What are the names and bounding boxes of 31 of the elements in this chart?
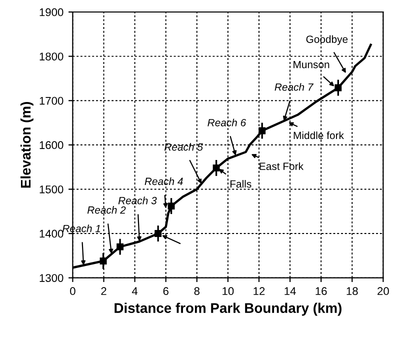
x-tick-label: 12 xyxy=(254,287,265,295)
y-tick-label: 1700 xyxy=(40,96,64,105)
x-tick-label: 2 xyxy=(101,287,106,295)
annotation: Falls xyxy=(230,180,252,188)
y-tick-label: 1800 xyxy=(40,52,64,60)
y-tick-label: 1400 xyxy=(40,230,64,238)
x-tick-label: 10 xyxy=(222,287,234,296)
x-tick-label: 14 xyxy=(284,287,296,295)
annotation: Reach 4 xyxy=(144,177,183,186)
x-tick-label: 4 xyxy=(132,287,138,295)
x-tick-label: 20 xyxy=(378,287,389,296)
annotation: Munson xyxy=(294,60,330,68)
annotation: Reach 5 xyxy=(164,143,203,151)
y-tick-label: 1300 xyxy=(40,274,64,282)
y-tick-label: 1600 xyxy=(40,141,64,150)
x-tick-label: 18 xyxy=(346,287,358,296)
annotation: Reach 2 xyxy=(87,206,126,214)
x-tick-label: 16 xyxy=(316,287,327,296)
x-tick-label: 8 xyxy=(194,287,200,296)
y-tick-label: 1900 xyxy=(40,8,64,16)
x-axis-title: Distance from Park Boundary (km) xyxy=(114,302,342,316)
y-axis-title: Elevation (m) xyxy=(20,102,34,188)
annotation: East Fork xyxy=(260,162,304,170)
annotation: Goodbye xyxy=(306,35,348,45)
annotation: Reach 6 xyxy=(208,118,246,126)
x-tick-label: 6 xyxy=(163,287,168,296)
annotation: Middle fork xyxy=(294,131,344,140)
x-tick-label: 0 xyxy=(70,287,76,296)
annotation: Reach 3 xyxy=(118,196,157,204)
y-tick-label: 1500 xyxy=(40,185,64,194)
annotation: Reach 7 xyxy=(274,83,314,91)
